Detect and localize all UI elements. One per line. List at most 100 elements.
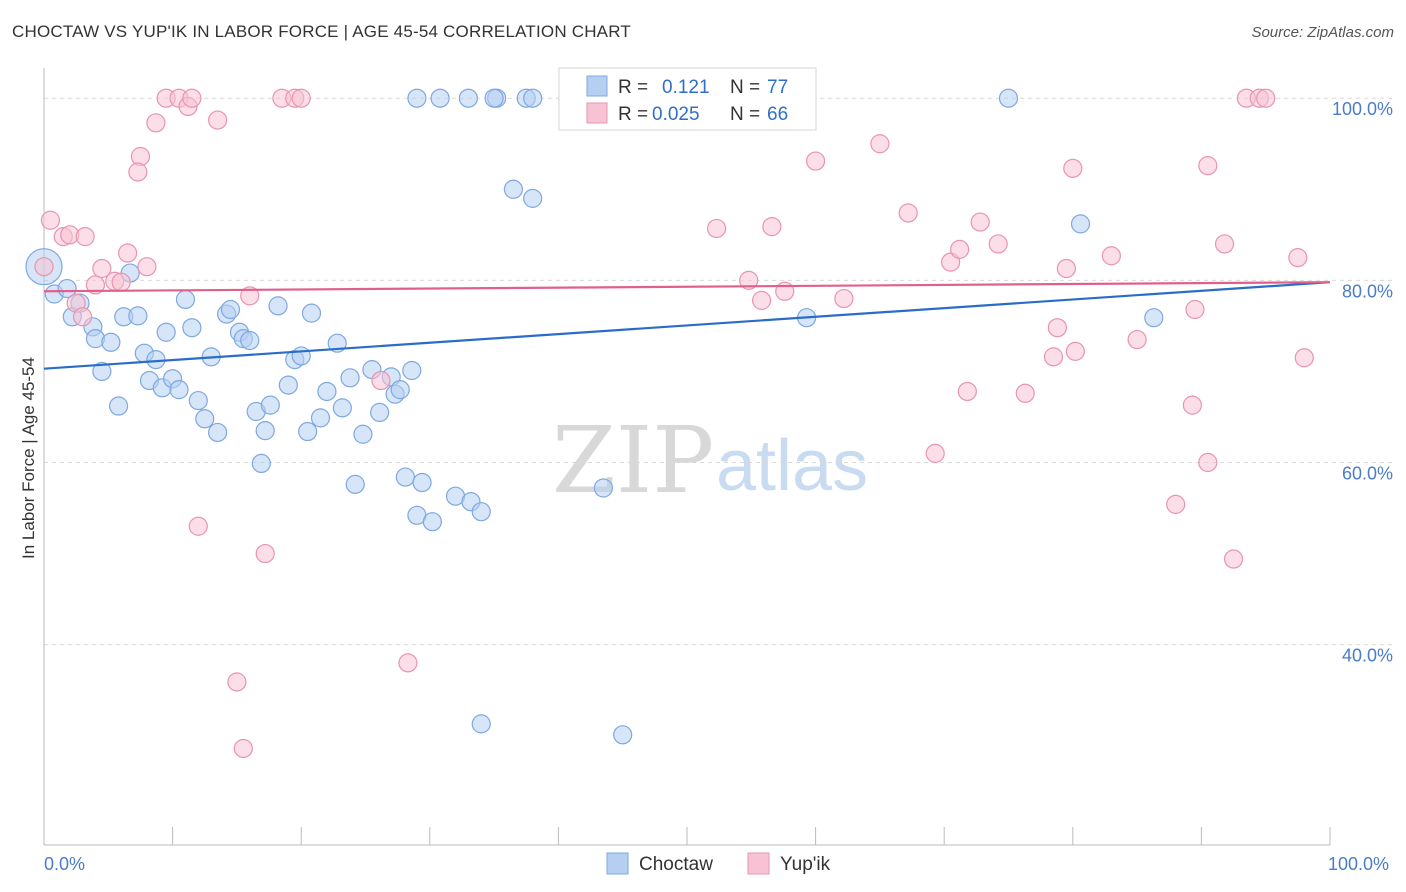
yupik-point bbox=[1015, 383, 1035, 403]
choctaw-points bbox=[25, 88, 1164, 745]
choctaw-point bbox=[255, 421, 275, 441]
yupik-point bbox=[1101, 246, 1121, 266]
choctaw-point bbox=[471, 502, 491, 522]
yupik-point bbox=[1198, 452, 1218, 473]
yupik-trend-line bbox=[43, 281, 1331, 293]
y-tick-label-40: 40.0% bbox=[1342, 646, 1393, 666]
yupik-point bbox=[111, 272, 131, 292]
choctaw-point bbox=[332, 398, 352, 418]
choctaw-point bbox=[613, 725, 633, 745]
chart-title: CHOCTAW VS YUP'IK IN LABOR FORCE | AGE 4… bbox=[12, 22, 631, 41]
yupik-point bbox=[128, 162, 148, 182]
choctaw-point bbox=[523, 88, 543, 108]
bottom-legend-label-yupik: Yup'ik bbox=[780, 854, 831, 875]
yupik-point bbox=[1198, 156, 1218, 176]
watermark-atlas: atlas bbox=[716, 426, 868, 506]
choctaw-point bbox=[523, 188, 543, 208]
choctaw-point bbox=[128, 306, 148, 326]
yupik-point bbox=[227, 672, 247, 692]
bottom-legend-swatch-yupik bbox=[747, 852, 770, 875]
choctaw-point bbox=[390, 380, 410, 400]
choctaw-point bbox=[422, 512, 442, 532]
yupik-point bbox=[1185, 299, 1205, 320]
yupik-point bbox=[75, 227, 95, 247]
yupik-point bbox=[255, 543, 275, 564]
yupik-point bbox=[40, 210, 61, 230]
yupik-point bbox=[1214, 234, 1235, 254]
choctaw-point bbox=[92, 361, 112, 382]
watermark-zip: ZIP bbox=[552, 407, 714, 514]
yupik-point bbox=[398, 653, 418, 673]
legend-n-label-choctaw: N = bbox=[730, 77, 760, 98]
legend-r-value-yupik: 0.025 bbox=[652, 104, 700, 125]
x-tick-label-max: 100.0% bbox=[1328, 854, 1389, 874]
yupik-point bbox=[970, 212, 990, 232]
choctaw-point bbox=[471, 714, 491, 734]
yupik-point bbox=[1294, 348, 1314, 368]
choctaw-point bbox=[278, 375, 298, 395]
choctaw-point bbox=[503, 179, 523, 199]
choctaw-point bbox=[298, 421, 318, 442]
yupik-point bbox=[1182, 395, 1202, 415]
yupik-point bbox=[117, 243, 138, 263]
y-tick-label-100: 100.0% bbox=[1332, 99, 1393, 119]
y-tick-label-60: 60.0% bbox=[1342, 464, 1393, 484]
yupik-point bbox=[291, 88, 311, 108]
choctaw-trend-line bbox=[43, 281, 1331, 370]
choctaw-point bbox=[345, 474, 365, 494]
yupik-point bbox=[92, 258, 112, 279]
yupik-point bbox=[1256, 88, 1276, 108]
axes bbox=[43, 68, 1331, 846]
bottom-legend-label-choctaw: Choctaw bbox=[639, 854, 713, 875]
yupik-point bbox=[233, 738, 253, 759]
choctaw-point bbox=[1144, 308, 1164, 328]
choctaw-point bbox=[260, 395, 280, 415]
legend-swatch-choctaw bbox=[586, 75, 608, 97]
yupik-point bbox=[751, 290, 772, 310]
yupik-point bbox=[85, 275, 106, 295]
yupik-point bbox=[870, 134, 890, 154]
yupik-point bbox=[34, 257, 54, 277]
choctaw-point bbox=[57, 278, 77, 299]
choctaw-point bbox=[108, 396, 129, 416]
yupik-point bbox=[188, 516, 208, 536]
yupik-point bbox=[1043, 347, 1064, 367]
choctaw-point bbox=[301, 303, 322, 323]
source-label: Source: ZipAtlas.com bbox=[1251, 24, 1394, 41]
choctaw-point bbox=[1070, 214, 1091, 234]
y-tick-label-80: 80.0% bbox=[1342, 281, 1393, 301]
choctaw-point bbox=[593, 478, 614, 498]
yupik-point bbox=[1056, 258, 1076, 279]
choctaw-point bbox=[310, 408, 331, 428]
choctaw-point bbox=[268, 296, 288, 316]
yupik-point bbox=[1047, 318, 1067, 338]
yupik-point bbox=[146, 113, 166, 133]
yupik-point bbox=[898, 203, 918, 223]
choctaw-point bbox=[101, 332, 121, 352]
yupik-point bbox=[950, 239, 970, 259]
yupik-point bbox=[762, 217, 782, 237]
x-tick-label-min: 0.0% bbox=[44, 854, 85, 874]
y-axis-title: In Labor Force | Age 45-54 bbox=[19, 357, 38, 559]
legend-n-value-choctaw: 77 bbox=[767, 77, 788, 98]
choctaw-point bbox=[412, 472, 432, 493]
yupik-point bbox=[1223, 549, 1244, 569]
yupik-point bbox=[1063, 158, 1083, 178]
choctaw-point bbox=[169, 380, 189, 400]
yupik-point bbox=[988, 234, 1008, 254]
choctaw-point bbox=[370, 402, 390, 423]
yupik-point bbox=[1166, 494, 1186, 514]
yupik-point bbox=[957, 381, 977, 402]
choctaw-point bbox=[195, 409, 215, 429]
choctaw-point bbox=[220, 299, 241, 320]
legend: R = 0.121 N = 77 R = 0.025 N = 66 bbox=[558, 67, 817, 131]
yupik-point bbox=[371, 370, 391, 391]
legend-r-label-yupik: R = bbox=[618, 104, 648, 125]
bottom-legend-swatch-choctaw bbox=[606, 852, 629, 875]
choctaw-point bbox=[317, 381, 337, 402]
yupik-point bbox=[1065, 341, 1085, 361]
choctaw-point bbox=[402, 360, 422, 381]
choctaw-point bbox=[175, 289, 196, 310]
yupik-point bbox=[706, 218, 727, 239]
yupik-point bbox=[182, 88, 202, 108]
